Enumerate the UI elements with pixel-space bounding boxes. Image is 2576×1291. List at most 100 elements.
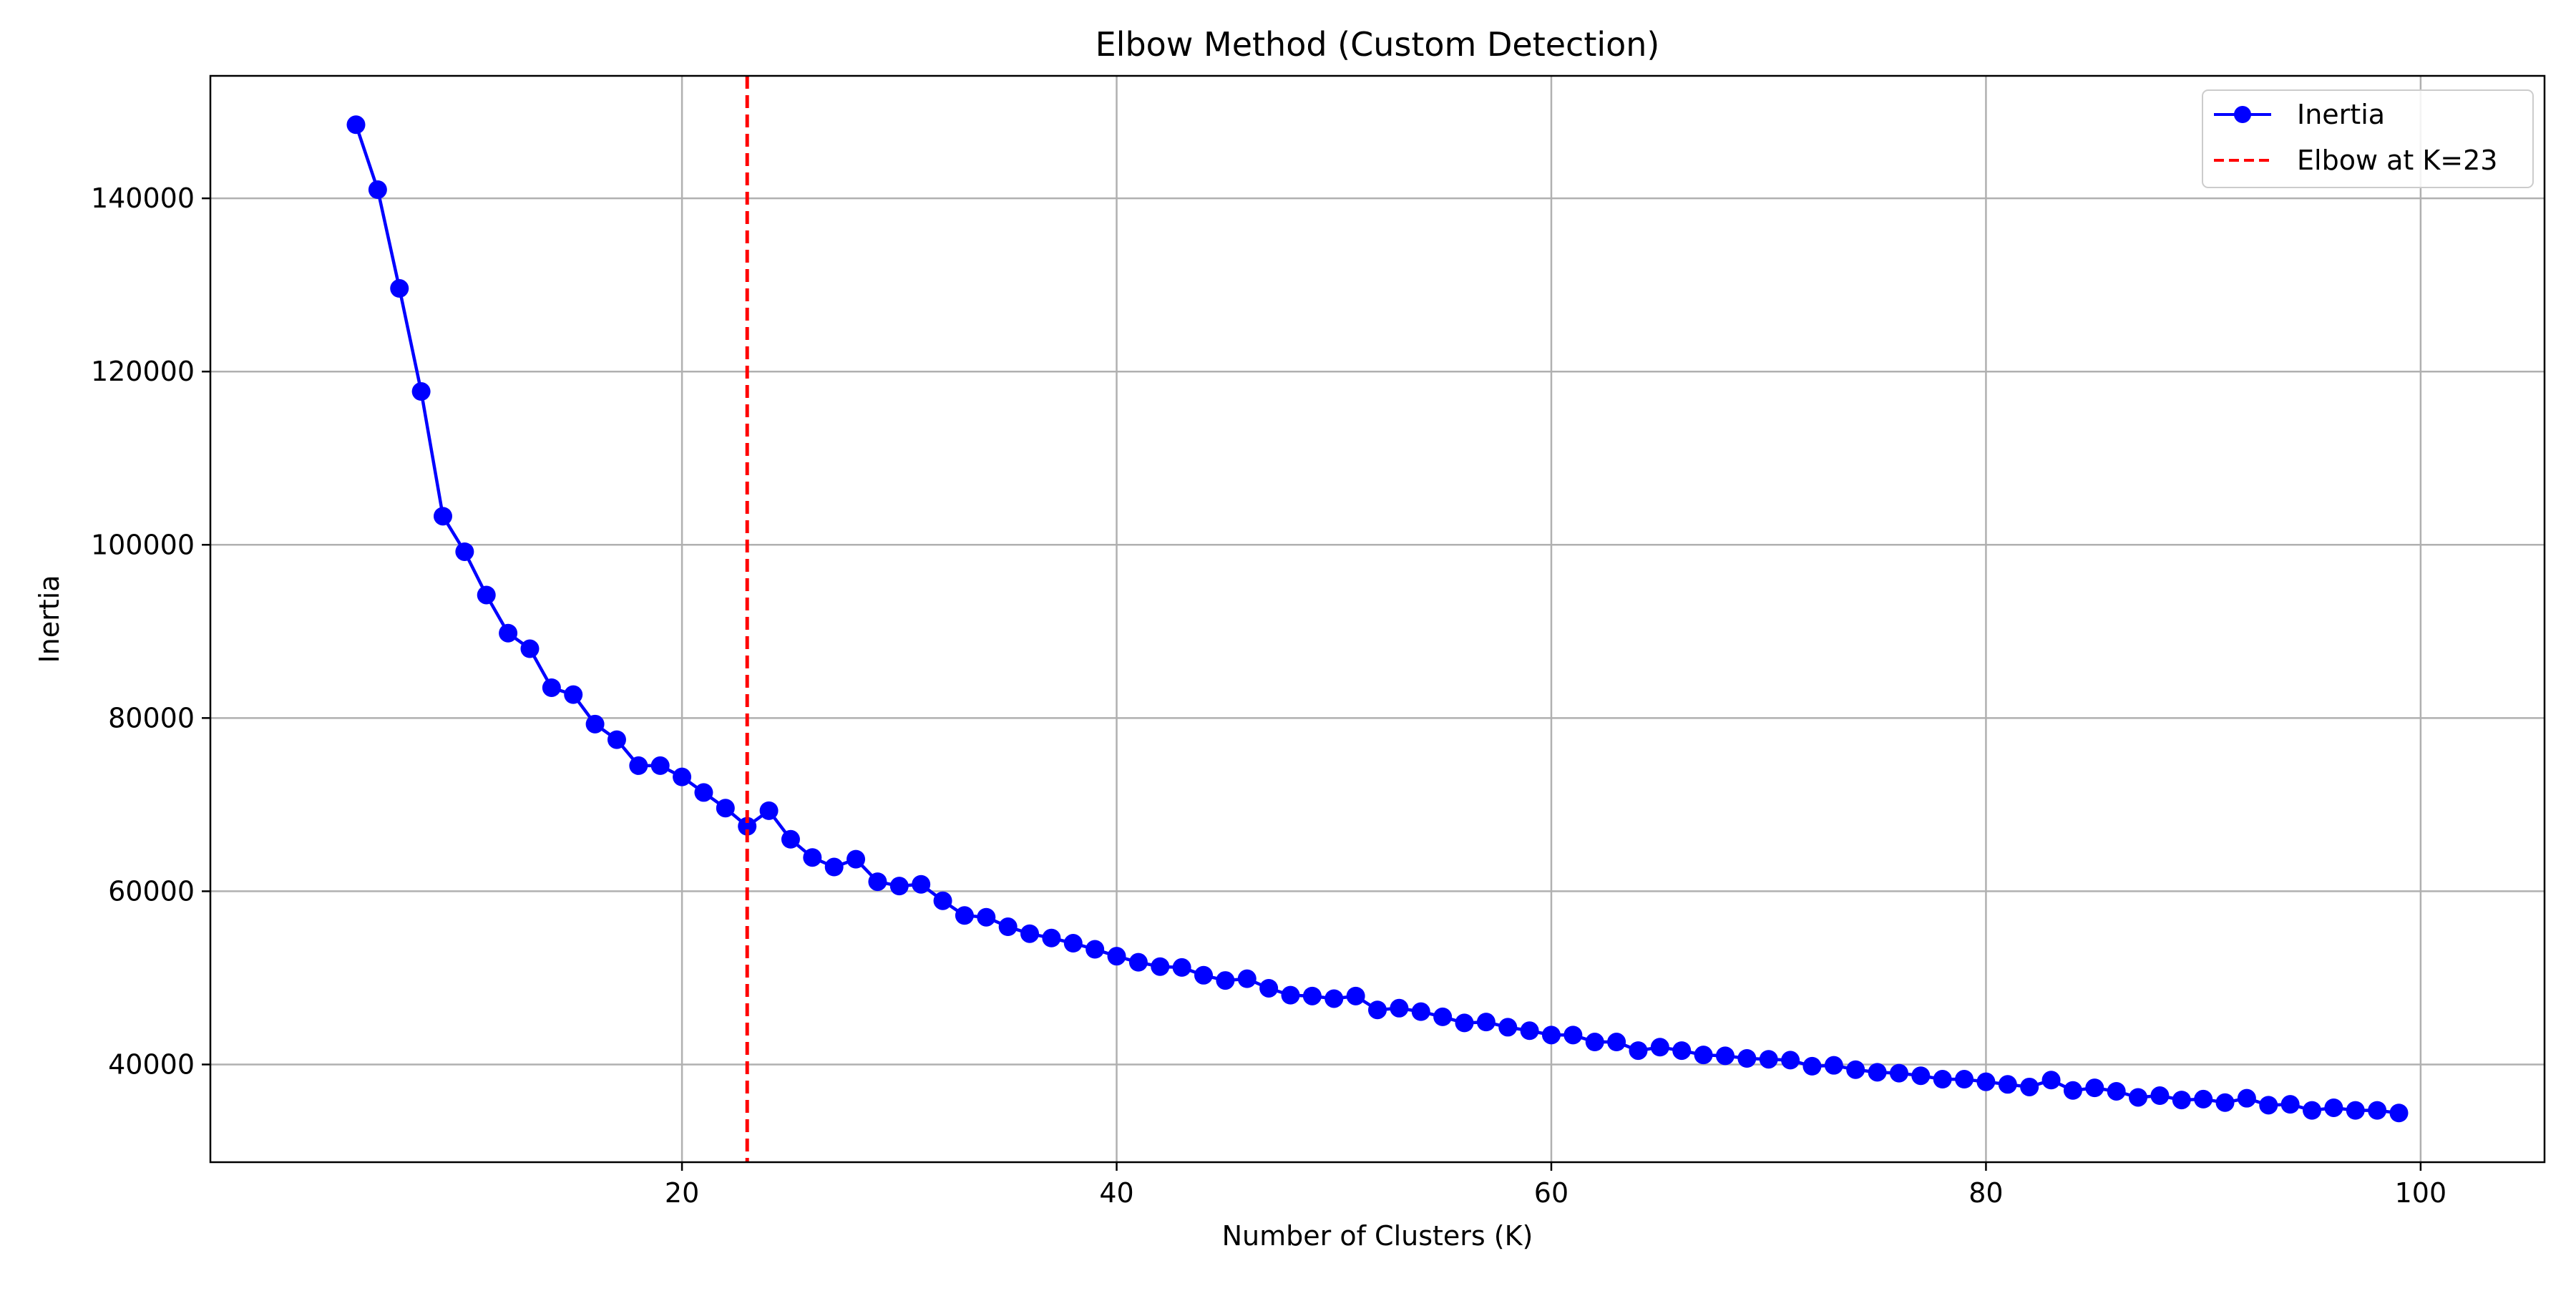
data-point [1324, 989, 1344, 1008]
data-point [1846, 1060, 1865, 1079]
x-axis-label: Number of Clusters (K) [1222, 1220, 1533, 1252]
data-point [1281, 985, 1300, 1005]
data-point [1694, 1046, 1713, 1065]
data-point [585, 714, 605, 734]
data-point [346, 115, 366, 135]
data-point [2085, 1078, 2104, 1098]
data-point [1063, 934, 1083, 953]
data-point [1759, 1050, 1778, 1069]
legend-inertia-label: Inertia [2297, 99, 2385, 130]
grid-layer [210, 76, 2545, 1162]
data-point [2215, 1093, 2235, 1112]
legend-elbow-label: Elbow at K=23 [2297, 145, 2497, 176]
data-point [1085, 940, 1105, 959]
legend-box [2202, 89, 2534, 188]
data-point [1194, 965, 1214, 985]
data-point [1020, 924, 1040, 943]
data-point [2259, 1096, 2278, 1115]
data-point [912, 875, 931, 894]
data-point [1955, 1070, 1974, 1089]
data-point [1128, 953, 1148, 972]
data-point [1433, 1007, 1453, 1026]
data-point [1151, 957, 1170, 976]
x-tick-label: 100 [2395, 1177, 2447, 1209]
data-point [955, 906, 974, 925]
data-point [1563, 1026, 1583, 1045]
data-point [759, 801, 779, 820]
data-point [1476, 1013, 1496, 1032]
data-point [499, 623, 518, 643]
y-tick-label: 60000 [108, 875, 195, 907]
legend: Inertia Elbow at K=23 [2202, 89, 2534, 188]
data-point [1520, 1021, 1539, 1041]
data-point [1629, 1041, 1648, 1061]
data-point [1802, 1056, 1822, 1076]
data-point [2107, 1081, 2126, 1101]
data-point [390, 279, 409, 298]
data-point [564, 685, 583, 704]
data-point [1607, 1033, 1626, 1052]
data-point [933, 891, 952, 910]
y-axis-ticks: 40000 60000 80000 100000 120000 140000 [91, 182, 210, 1080]
data-point [2303, 1101, 2322, 1120]
y-tick-label: 120000 [91, 356, 195, 387]
data-point [1976, 1072, 1996, 1091]
data-point [694, 783, 713, 802]
data-point [977, 907, 996, 927]
data-point [2389, 1104, 2409, 1123]
data-point [1933, 1070, 1952, 1089]
data-point [368, 180, 387, 200]
data-point [889, 877, 909, 896]
data-point [2346, 1101, 2365, 1120]
data-point [1889, 1063, 1908, 1083]
data-point [2172, 1091, 2191, 1110]
data-point [2150, 1086, 2170, 1106]
legend-inertia-marker [2234, 106, 2251, 123]
y-tick-label: 40000 [108, 1048, 195, 1080]
data-point [1368, 1000, 1387, 1020]
data-point [1259, 978, 1279, 998]
data-point [1302, 986, 1322, 1005]
data-point [868, 872, 887, 892]
data-point [847, 849, 866, 869]
x-tick-label: 80 [1968, 1177, 2003, 1209]
data-point [2194, 1089, 2213, 1109]
data-point [2237, 1088, 2256, 1108]
data-point [1455, 1013, 1474, 1033]
data-point [1042, 928, 1061, 947]
series-layer [346, 115, 2409, 1123]
data-point [824, 857, 844, 877]
data-point [650, 756, 670, 775]
data-point [1498, 1018, 1518, 1037]
x-tick-label: 40 [1099, 1177, 1133, 1209]
data-point [1998, 1075, 2017, 1094]
y-tick-label: 140000 [91, 182, 195, 214]
data-point [411, 382, 431, 401]
data-point [673, 767, 692, 786]
data-point [803, 848, 822, 867]
data-point [738, 817, 757, 836]
data-point [629, 756, 648, 775]
x-tick-label: 60 [1534, 1177, 1568, 1209]
data-point [542, 678, 561, 697]
data-point [2063, 1081, 2082, 1100]
data-point [477, 585, 496, 605]
data-point [1650, 1038, 1669, 1057]
data-point [2324, 1098, 2343, 1117]
data-point [1411, 1002, 1430, 1021]
data-point [2280, 1095, 2300, 1114]
x-axis-ticks: 20 40 60 80 100 [665, 1162, 2446, 1209]
data-point [1172, 958, 1191, 977]
data-point [607, 730, 626, 749]
data-point [1216, 971, 1235, 990]
y-tick-label: 100000 [91, 529, 195, 560]
legend-entry-inertia: Inertia [2214, 99, 2385, 130]
data-point [2129, 1088, 2148, 1107]
data-point [455, 542, 474, 561]
y-tick-label: 80000 [108, 702, 195, 734]
data-point [2020, 1077, 2039, 1096]
data-point [2041, 1071, 2061, 1090]
data-point [1737, 1049, 1757, 1068]
data-point [520, 639, 540, 658]
